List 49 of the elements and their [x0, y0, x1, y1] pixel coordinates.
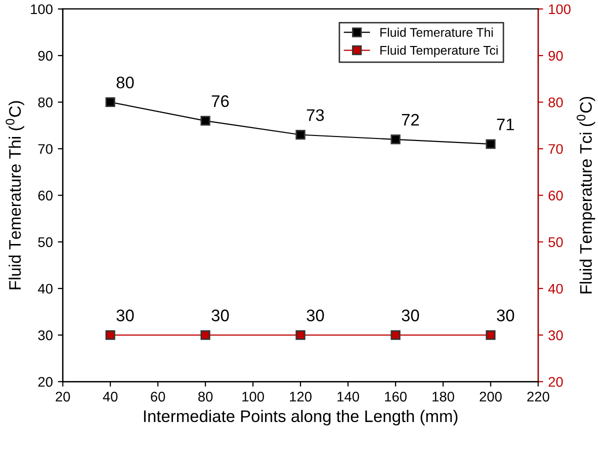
point	[390, 134, 400, 144]
legend-label: Fluid Temperature Tci	[380, 46, 498, 58]
legend-label: Fluid Temerature Thi	[380, 28, 493, 37]
x-tick-label: 100	[242, 392, 264, 402]
x-tick-label: 200	[480, 392, 502, 402]
y2-tick-label: 90	[548, 50, 563, 61]
x-tick-label: 140	[338, 392, 360, 402]
point	[105, 97, 116, 108]
point	[486, 139, 496, 149]
y2-tick-label: 40	[548, 284, 563, 294]
y2-axis-title: Fluid Temperature Tci ($^{0}$C)	[576, 96, 596, 294]
y-axis-title: Fluid Temerature Thi ($^{0}$C)	[6, 101, 24, 290]
y2-tick-label: 100	[548, 4, 571, 14]
point	[200, 116, 210, 126]
y2-tick-label: 70	[548, 144, 563, 154]
y-tick-label: 90	[38, 50, 53, 61]
y-tick-label: 100	[30, 4, 53, 14]
y-tick-label: 30	[38, 330, 53, 340]
y-tick-label: 20	[38, 376, 53, 387]
x-tick-label: 120	[290, 392, 312, 402]
data-label: 76	[212, 95, 229, 108]
x-tick-label: 40	[102, 392, 118, 402]
point	[296, 130, 306, 140]
y-tick-label: 80	[38, 97, 53, 108]
data-label: 30	[116, 310, 134, 322]
y2-tick-label: 30	[548, 330, 563, 340]
y2-tick-label: 80	[548, 97, 563, 108]
data-label: 72	[402, 114, 419, 126]
x-tick-label: 180	[432, 392, 454, 402]
y2-tick-label: 60	[548, 190, 563, 200]
x-tick-label: 220	[527, 392, 550, 402]
x-axis-title: Intermediate Points along the Length (mm)	[144, 410, 458, 426]
y2-tick-label: 50	[548, 237, 563, 248]
data-label: 30	[496, 310, 514, 322]
data-label: 71	[497, 118, 514, 130]
y-tick-label: 60	[38, 190, 53, 200]
x-tick-label: 20	[56, 392, 70, 402]
data-label: 73	[306, 109, 324, 122]
y-tick-label: 40	[38, 284, 53, 294]
y-tick-label: 70	[38, 144, 53, 154]
y-tick-label: 50	[38, 237, 53, 248]
data-label: 30	[306, 310, 324, 322]
y2-tick-label: 20	[548, 376, 563, 387]
data-label: 30	[212, 310, 229, 322]
x-tick-label: 60	[150, 392, 166, 402]
x-tick-label: 160	[385, 392, 407, 402]
data-label: 80	[116, 76, 134, 88]
data-label: 30	[402, 310, 420, 322]
x-tick-label: 80	[198, 392, 213, 402]
